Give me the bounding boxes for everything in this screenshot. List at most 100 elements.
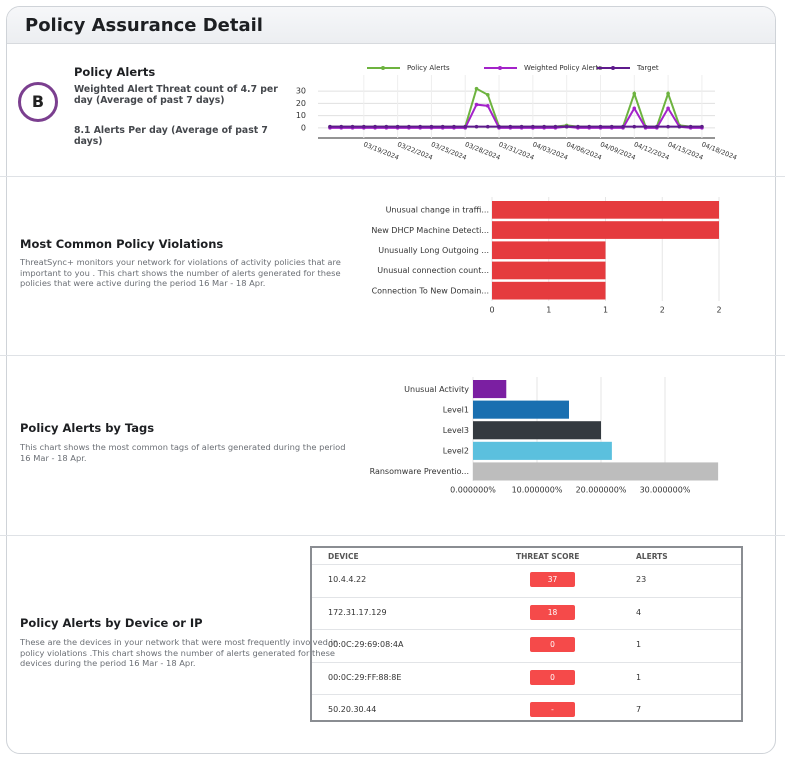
alerts-cell: 1	[636, 640, 642, 649]
divider	[0, 355, 785, 356]
y-tick-label: Unusually Long Outgoing ...	[378, 246, 489, 255]
point	[373, 124, 377, 129]
section-heading: Most Common Policy Violations	[20, 237, 224, 251]
point	[474, 102, 479, 107]
point	[463, 124, 468, 129]
point	[350, 124, 355, 129]
point	[632, 124, 637, 129]
point	[666, 106, 670, 111]
y-tick-label: Level2	[443, 447, 469, 456]
device-cell: 00:0C:29:69:08:4A	[328, 640, 404, 649]
bar	[492, 261, 606, 280]
weighted-summary: Weighted Alert Threat count of 4.7 per d…	[74, 84, 278, 106]
point	[542, 124, 546, 129]
bar	[473, 441, 612, 460]
y-tick-label: 10	[296, 111, 306, 120]
row-rule	[312, 596, 741, 598]
alerts-cell: 1	[636, 672, 642, 682]
point	[576, 124, 580, 129]
divider	[0, 535, 785, 536]
grade-badge: B	[18, 82, 58, 122]
device-cell: 50.20.30.44	[328, 705, 377, 714]
legend-label: Target	[636, 64, 659, 72]
alerts-summary: 8.1 Alerts Per day (Average of past 7 da…	[74, 125, 268, 147]
bar	[492, 241, 606, 260]
x-tick-label: 03/19/2024	[362, 140, 400, 161]
point	[485, 104, 490, 108]
device-cell: 172.31.17.129	[328, 607, 387, 617]
point	[666, 124, 670, 129]
x-tick-label: 1	[603, 306, 608, 315]
point	[429, 124, 434, 129]
header-rule	[312, 564, 741, 565]
point	[452, 124, 456, 129]
y-tick-label: Unusual Activity	[404, 385, 469, 394]
section-description: These are the devices in your network th…	[20, 637, 339, 668]
point	[440, 124, 445, 129]
threat-score-badge: 37	[530, 572, 575, 587]
point	[531, 124, 535, 129]
point	[407, 124, 411, 129]
section-heading: Policy Alerts by Tags	[20, 421, 155, 435]
bar	[492, 281, 606, 300]
x-tick-label: 20.000000%	[576, 486, 627, 495]
x-tick-label: 04/12/2024	[633, 140, 671, 161]
legend-label: Policy Alerts	[407, 64, 450, 72]
point	[497, 124, 501, 129]
x-tick-label: 1	[546, 306, 551, 315]
point	[485, 93, 490, 97]
point	[418, 124, 422, 129]
point	[328, 124, 332, 129]
alerts-cell: 4	[636, 607, 642, 617]
bar	[492, 221, 719, 239]
threat-score-badge: 0	[530, 637, 575, 652]
x-tick-label: 2	[716, 306, 721, 315]
x-tick-label: 03/31/2024	[498, 140, 536, 161]
bar	[492, 201, 719, 219]
legend-label: Weighted Policy Alerts	[524, 64, 602, 72]
point	[474, 124, 479, 129]
x-tick-label: 04/06/2024	[565, 140, 603, 161]
y-tick-label: New DHCP Machine Detecti...	[371, 226, 489, 235]
alerts-cell: 23	[636, 575, 647, 584]
x-tick-label: 04/15/2024	[667, 140, 705, 161]
device-table: DEVICE THREAT SCORE ALERTS 10.4.4.22 37 23 172…	[310, 546, 743, 722]
point	[598, 124, 603, 129]
x-tick-label: 04/03/2024	[531, 140, 569, 161]
point	[700, 124, 704, 129]
bar	[473, 380, 507, 399]
column-header: ALERTS	[636, 552, 668, 561]
x-tick-label: 0.000000%	[450, 486, 496, 495]
point	[655, 124, 659, 129]
point	[384, 124, 389, 129]
point	[666, 91, 670, 96]
header: Policy Assurance Detail	[7, 7, 775, 44]
x-tick-label: 03/25/2024	[430, 140, 468, 161]
threat-score-badge: -	[530, 702, 575, 717]
legend-marker	[498, 66, 502, 70]
point	[519, 124, 524, 129]
point	[339, 124, 344, 129]
page-title: Policy Assurance Detail	[25, 15, 263, 36]
x-tick-label: 03/28/2024	[464, 140, 502, 161]
point	[587, 124, 592, 129]
point	[677, 124, 682, 129]
threat-score-badge: 0	[530, 669, 575, 685]
threat-score-badge: 18	[530, 604, 575, 620]
series-line	[330, 87, 702, 128]
point	[508, 124, 513, 129]
y-tick-label: Ransomware Preventio...	[370, 467, 469, 476]
y-tick-label: 0	[301, 123, 306, 132]
x-tick-label: 0	[489, 306, 494, 315]
y-tick-label: Level3	[443, 426, 469, 435]
y-tick-label: Connection To New Domain...	[372, 286, 489, 295]
section-heading: Policy Alerts	[74, 65, 156, 79]
x-tick-label: 10.000000%	[512, 486, 563, 495]
series-line	[330, 103, 702, 129]
bar	[473, 462, 719, 481]
alerts-cell: 7	[636, 705, 642, 714]
y-tick-label: Level1	[443, 405, 469, 414]
point	[688, 124, 693, 129]
row-rule	[312, 661, 741, 663]
